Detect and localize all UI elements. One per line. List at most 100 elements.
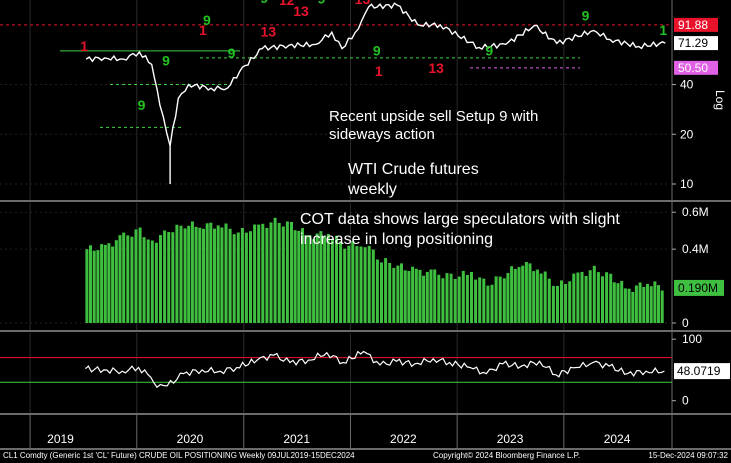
cot-bar: [187, 225, 191, 323]
price-badge-label: 91.88: [678, 18, 708, 32]
cot-bar: [588, 270, 592, 323]
cot-panel: 0.6M 0.4M 0 0.190M COT data shows large sp…: [0, 203, 724, 330]
cot-bar: [202, 228, 205, 323]
cot-bar: [532, 271, 536, 323]
cot-bar: [190, 221, 194, 323]
cot-bar: [85, 249, 89, 323]
cot-bar: [130, 236, 134, 323]
cot-bar: [429, 269, 433, 323]
td-count-label: 1: [199, 22, 207, 38]
cot-bar: [494, 276, 498, 323]
cot-bar: [330, 238, 334, 323]
td-count-label: 9: [138, 97, 146, 113]
cot-bar: [620, 280, 624, 323]
cot-bar: [100, 244, 104, 323]
oscillator-y-ticks: 100 0: [672, 332, 702, 408]
cot-bar: [171, 232, 175, 323]
oscillator-gridlines: [29, 333, 565, 413]
cot-bar: [167, 232, 171, 323]
cot-bar: [213, 228, 216, 323]
cot-bar: [122, 232, 126, 323]
x-tick-label: 2022: [390, 432, 417, 446]
td-count-label: 1: [80, 38, 88, 54]
price-badge: [674, 60, 718, 75]
cot-bar: [646, 283, 649, 323]
cot-bar: [445, 273, 449, 323]
cot-bar: [657, 285, 660, 323]
cot-bar: [653, 281, 657, 323]
price-y-tick-label: 40: [680, 78, 694, 92]
cot-bar: [513, 269, 517, 323]
cot-bar: [470, 272, 473, 323]
cot-bar: [433, 269, 437, 323]
cot-bar: [359, 246, 363, 323]
oscillator-levels: [0, 357, 672, 383]
cot-bar: [560, 280, 563, 323]
price-panel-title-line-1: WTI Crude futures: [348, 161, 479, 178]
cot-bar: [634, 285, 638, 323]
cot-bar: [114, 240, 118, 323]
cot-bar: [175, 224, 179, 323]
cot-bar: [236, 232, 240, 323]
cot-bar: [220, 227, 224, 323]
cot-bar: [92, 250, 96, 323]
x-tick-label: 2019: [47, 432, 74, 446]
cot-bar: [449, 273, 453, 323]
td-count-label: 9: [318, 0, 326, 6]
cot-bar: [490, 284, 494, 323]
cot-bar: [407, 271, 411, 323]
cot-bar: [609, 273, 613, 323]
footer-security: CL1 Comdty (Generic 1st 'CL' Future) CRU…: [3, 451, 355, 460]
cot-bar: [335, 235, 338, 323]
cot-bar: [425, 271, 429, 323]
cot-bar: [411, 266, 415, 323]
cot-bar: [517, 267, 521, 323]
cot-bar: [159, 235, 162, 323]
cot-bar: [261, 223, 265, 323]
cot-bar: [551, 285, 555, 323]
cot-bar: [502, 278, 506, 323]
cot-bar: [457, 276, 461, 323]
cot-bar: [371, 249, 375, 323]
td-count-label: 1: [375, 63, 383, 79]
cot-bar: [293, 230, 297, 323]
cot-bar: [649, 286, 653, 323]
cot-bar: [103, 244, 107, 323]
footer-copyright: Copyright© 2024 Bloomberg Finance L.P.: [433, 451, 580, 460]
td-count-label: 9: [162, 53, 170, 69]
cot-bar: [315, 233, 319, 323]
osc-badge-label: 48.0719: [677, 364, 721, 378]
cot-bar: [474, 279, 478, 323]
oscillator-series: [85, 350, 665, 389]
cot-bar: [556, 285, 559, 323]
cot-bar: [232, 234, 236, 323]
cot-bar: [601, 276, 604, 323]
x-tick-label: 2024: [604, 432, 631, 446]
log-scale-watermark: Log: [713, 90, 727, 110]
cot-bar: [326, 233, 330, 323]
cot-bar: [400, 263, 403, 323]
td-count-label: 13: [355, 0, 371, 7]
cot-bar: [281, 226, 285, 323]
cot-bar: [441, 278, 445, 323]
price-y-tick-label: 20: [680, 127, 694, 141]
oscillator-current-badge: 48.0719: [674, 363, 730, 380]
price-badge-label: 50.50: [678, 61, 708, 75]
cot-bar: [539, 273, 543, 323]
td-counts: 19919991312139139113991: [80, 0, 667, 113]
td-count-label: 12: [279, 0, 295, 8]
cot-bar: [138, 227, 142, 323]
cot-bar: [482, 278, 486, 323]
cot-bar: [355, 246, 359, 323]
cot-bar: [351, 241, 355, 323]
cot-bar: [290, 222, 293, 323]
cot-bar: [422, 275, 426, 323]
x-tick-label: 2021: [283, 432, 310, 446]
td-count-label: 9: [228, 45, 236, 61]
cot-bar: [339, 241, 343, 323]
cot-bar: [506, 273, 510, 323]
cot-bar: [375, 259, 379, 323]
cot-bar: [437, 274, 441, 323]
